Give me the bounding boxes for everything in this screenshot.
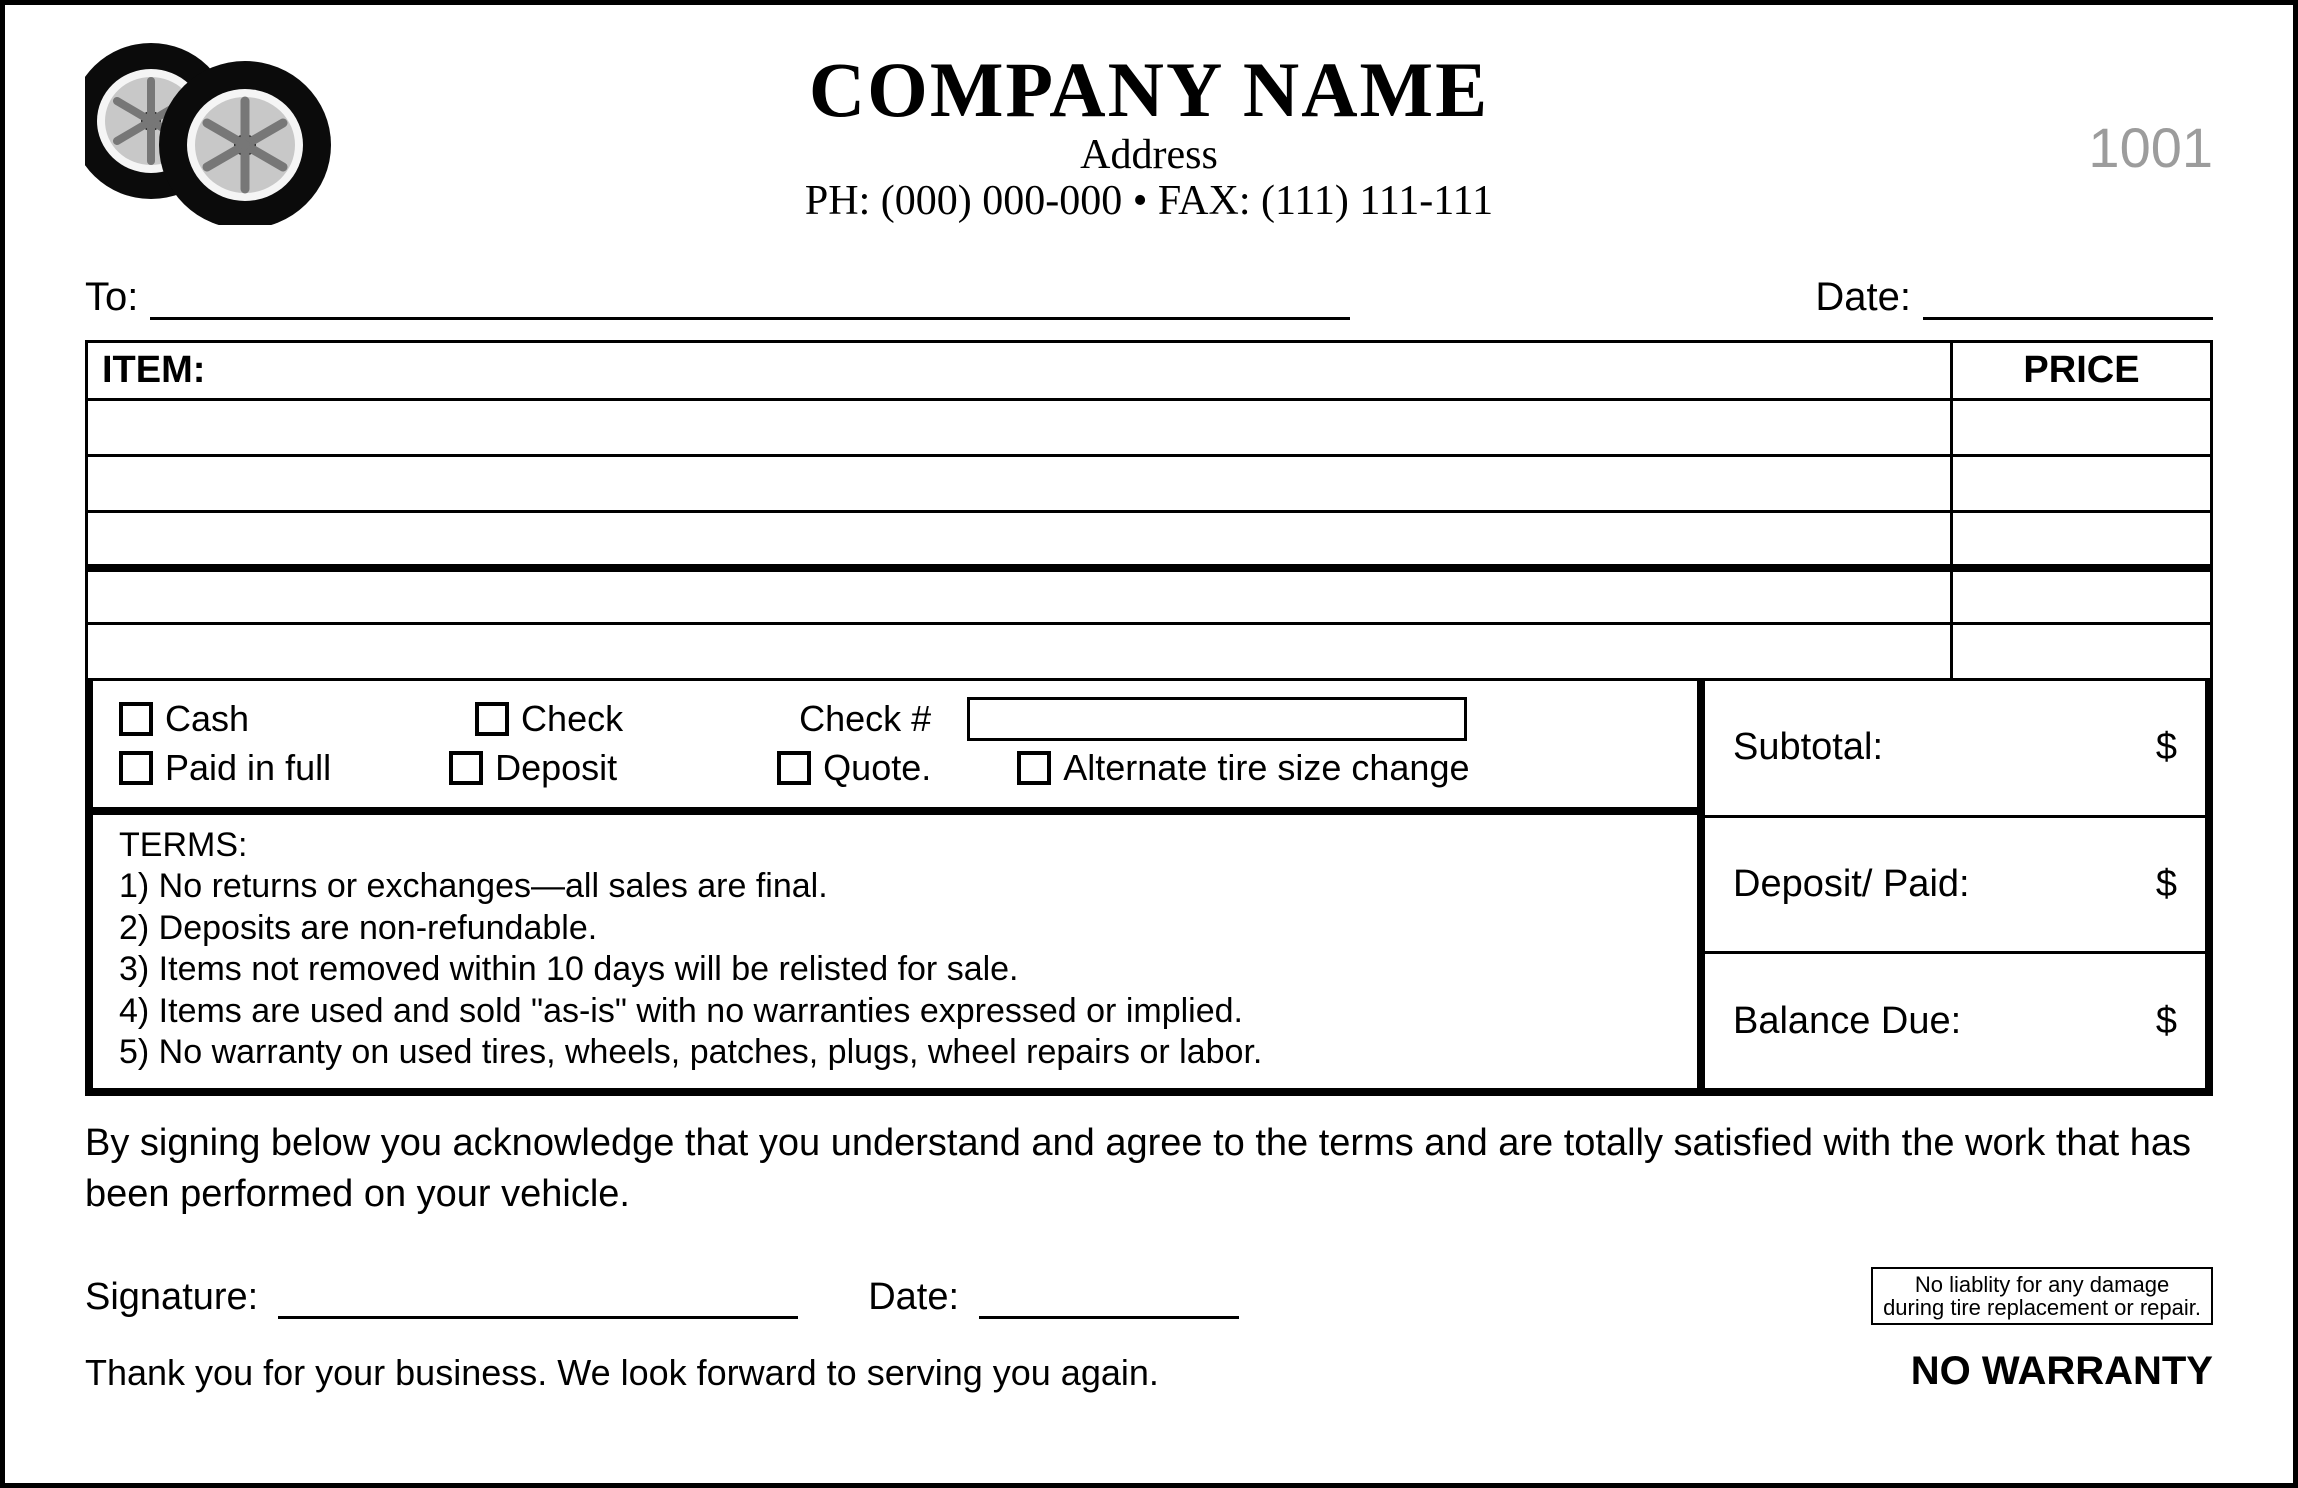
header: COMPANY NAME Address PH: (000) 000-000 •…: [85, 45, 2213, 255]
company-contact: PH: (000) 000-000 • FAX: (111) 111-111: [85, 177, 2213, 225]
table-row[interactable]: [87, 624, 2212, 680]
checkbox-paid-in-full[interactable]: Paid in full: [119, 747, 331, 789]
signature-date-input-line[interactable]: [979, 1279, 1239, 1319]
checkbox-check[interactable]: Check: [475, 698, 623, 740]
liability-line: No liablity for any damage: [1883, 1273, 2201, 1296]
alternate-label: Alternate tire size change: [1063, 747, 1469, 789]
date-label: Date:: [1815, 275, 1911, 320]
price-header: PRICE: [1952, 342, 2212, 400]
paid-in-full-label: Paid in full: [165, 747, 331, 789]
liability-line: during tire replacement or repair.: [1883, 1296, 2201, 1319]
payment-terms-totals: Cash Check Check # Paid in full Deposit …: [85, 681, 2213, 1096]
terms-line: 4) Items are used and sold "as-is" with …: [119, 991, 1671, 1032]
items-table: ITEM: PRICE: [85, 340, 2213, 681]
acknowledge-text: By signing below you acknowledge that yo…: [85, 1118, 2213, 1221]
totals-column: Subtotal: $ Deposit/ Paid: $ Balance Due…: [1705, 681, 2205, 1088]
cash-label: Cash: [165, 698, 249, 740]
check-number-label: Check #: [799, 698, 931, 740]
footer-row: Thank you for your business. We look for…: [85, 1349, 2213, 1394]
table-row[interactable]: [87, 400, 2212, 456]
checkbox-deposit[interactable]: Deposit: [449, 747, 617, 789]
to-date-row: To: Date:: [85, 275, 2213, 320]
balance-due-label: Balance Due:: [1733, 1000, 1961, 1043]
company-name: COMPANY NAME: [85, 45, 2213, 135]
deposit-paid-label: Deposit/ Paid:: [1733, 863, 1970, 906]
signature-input-line[interactable]: [278, 1279, 798, 1319]
table-row[interactable]: [87, 568, 2212, 624]
item-header: ITEM:: [87, 342, 1952, 400]
date-input-line[interactable]: [1923, 280, 2213, 320]
signature-row: Signature: Date: No liablity for any dam…: [85, 1276, 2213, 1319]
currency-symbol: $: [2156, 1000, 2177, 1043]
checkbox-cash[interactable]: Cash: [119, 698, 249, 740]
balance-due-row: Balance Due: $: [1705, 954, 2205, 1088]
company-address: Address: [85, 131, 2213, 179]
thank-you-text: Thank you for your business. We look for…: [85, 1352, 1159, 1394]
currency-symbol: $: [2156, 863, 2177, 906]
to-input-line[interactable]: [150, 280, 1350, 320]
document-number: 1001: [2088, 115, 2213, 180]
table-row[interactable]: [87, 512, 2212, 568]
terms-line: 3) Items not removed within 10 days will…: [119, 949, 1671, 990]
signature-label: Signature:: [85, 1276, 258, 1319]
terms-heading: TERMS:: [119, 825, 1671, 866]
terms-line: 2) Deposits are non-refundable.: [119, 908, 1671, 949]
to-label: To:: [85, 275, 138, 320]
checkbox-quote[interactable]: Quote.: [777, 747, 931, 789]
check-label: Check: [521, 698, 623, 740]
deposit-label: Deposit: [495, 747, 617, 789]
checkbox-alternate[interactable]: Alternate tire size change: [1017, 747, 1469, 789]
currency-symbol: $: [2156, 726, 2177, 769]
terms-line: 1) No returns or exchanges—all sales are…: [119, 866, 1671, 907]
subtotal-row: Subtotal: $: [1705, 681, 2205, 818]
deposit-paid-row: Deposit/ Paid: $: [1705, 818, 2205, 955]
subtotal-label: Subtotal:: [1733, 726, 1883, 769]
receipt-page: COMPANY NAME Address PH: (000) 000-000 •…: [0, 0, 2298, 1488]
tires-logo: [85, 35, 345, 230]
terms-block: TERMS: 1) No returns or exchanges—all sa…: [93, 815, 1697, 1088]
table-row[interactable]: [87, 456, 2212, 512]
check-number-input[interactable]: [967, 697, 1467, 741]
quote-label: Quote.: [823, 747, 931, 789]
liability-box: No liablity for any damage during tire r…: [1871, 1267, 2213, 1325]
signature-date-label: Date:: [868, 1276, 959, 1319]
payment-options: Cash Check Check # Paid in full Deposit …: [93, 681, 1697, 815]
no-warranty-label: NO WARRANTY: [1911, 1349, 2213, 1394]
terms-line: 5) No warranty on used tires, wheels, pa…: [119, 1032, 1671, 1073]
